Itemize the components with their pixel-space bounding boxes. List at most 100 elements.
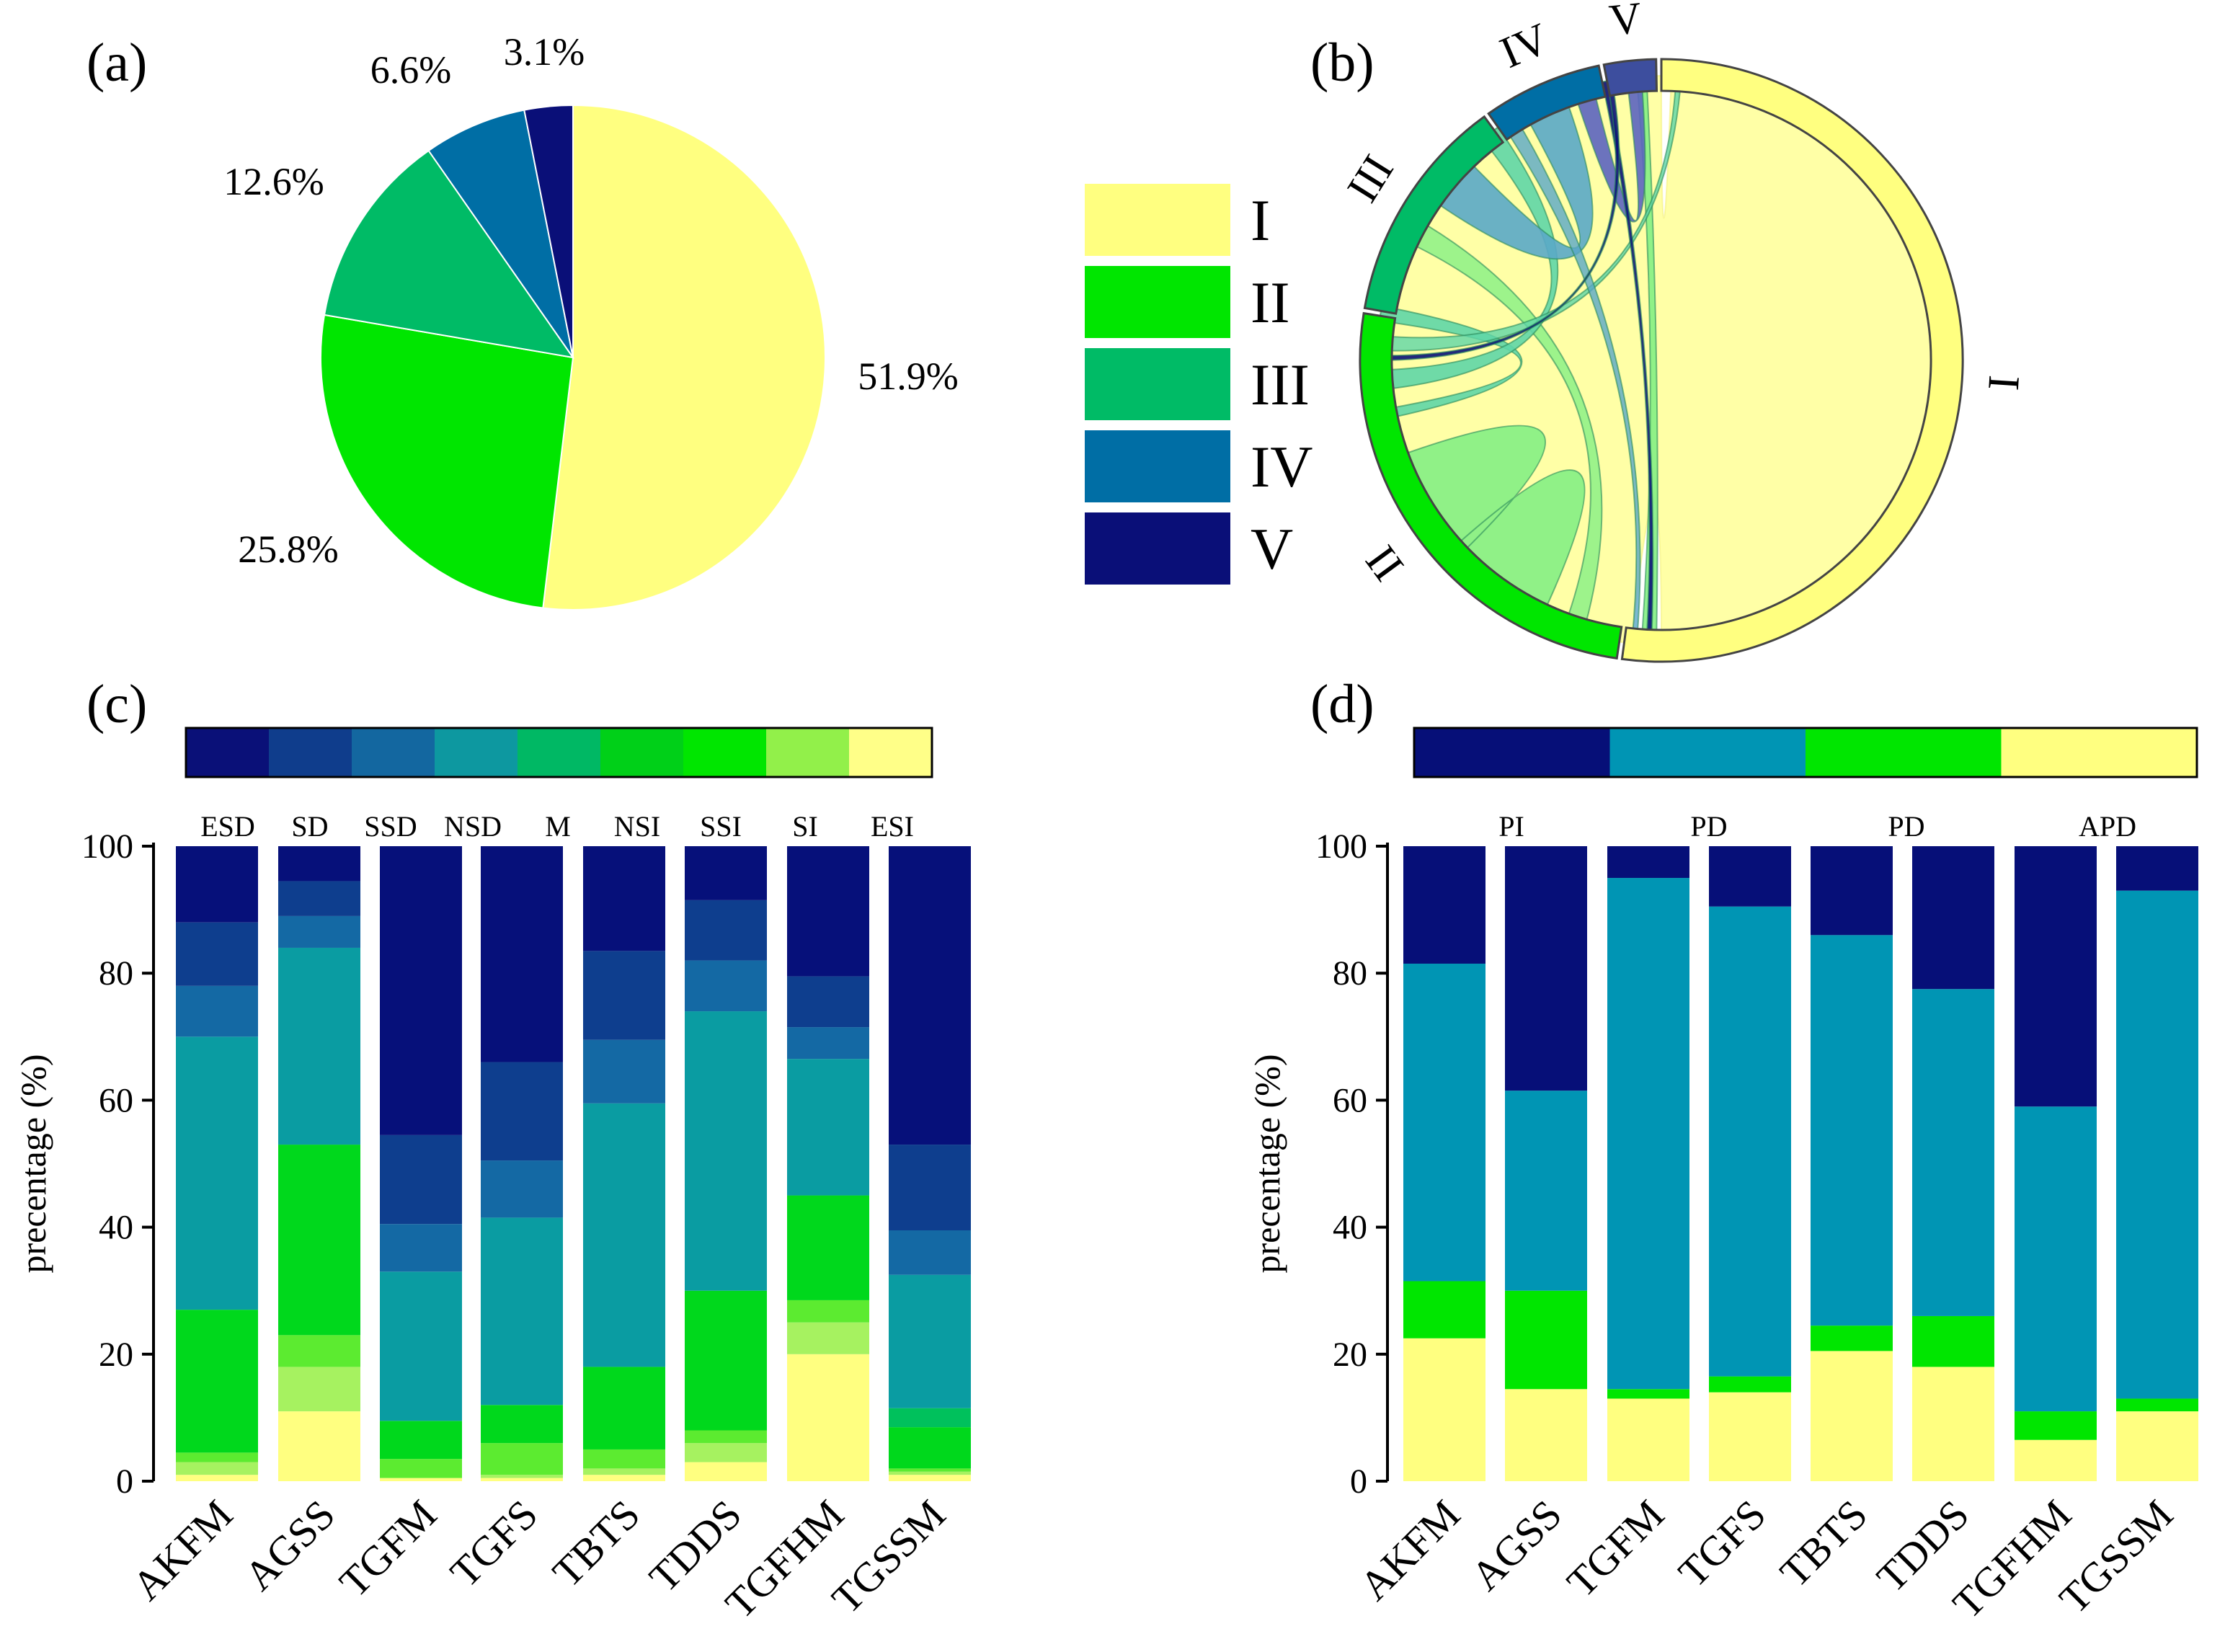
chord-arc-V [1602, 58, 1658, 97]
colorbar-d-class-label: PD [1888, 810, 1924, 843]
c-ytick-label: 60 [99, 1081, 133, 1119]
d-bar-AKFM-APD [1403, 1338, 1485, 1481]
stacked-bar-chart-c: AKFMAGSSTGFMTGFSTBTSTDDSTGFHMTGSSM020406… [13, 827, 971, 1627]
d-bar-TDDS-PI [1912, 846, 1994, 990]
c-bar-TBTS-SSI [583, 1449, 665, 1469]
c-bar-TGSSM-SSD [889, 1230, 971, 1275]
c-bar-TGFHM-SSI [787, 1300, 869, 1323]
colorbar-c-swatch [269, 728, 352, 777]
c-bar-TBTS-ESD [583, 846, 665, 951]
d-bar-TBTS-PDdecrease [1811, 935, 1893, 1326]
panel-d-label: (d) [1310, 674, 1374, 734]
d-ytick-label: 40 [1333, 1209, 1367, 1247]
c-bar-AKFM-SSD [176, 985, 258, 1037]
legend-swatch-II [1085, 266, 1230, 338]
colorbar-c-class-label: SSD [364, 810, 417, 843]
colorbar-c-class-label: NSD [444, 810, 502, 843]
legend-label-I: I [1251, 187, 1270, 253]
panel-d: (d) PI PD PD APD AKFMAGSSTGFMTGFSTBTSTDDSTG… [1247, 674, 2198, 1627]
c-bar-TGSSM-NSI [889, 1427, 971, 1469]
c-bar-TGFHM-SI [787, 1322, 869, 1354]
c-xtick-TGSSM: TGSSM [822, 1491, 954, 1622]
colorbar-d-class-label: PI [1498, 810, 1524, 843]
c-bar-TGSSM-ESD [889, 846, 971, 1145]
d-bar-AKFM-PDdecrease [1403, 963, 1485, 1282]
c-bar-TDDS-NSI [685, 1290, 767, 1431]
c-bar-TGFS-NSI [481, 1405, 563, 1444]
pie-slice-III [323, 149, 575, 359]
colorbar-c-class-label: SD [291, 810, 328, 843]
c-bar-TGFS-SSI [481, 1443, 563, 1475]
d-bar-TGSSM-APD [2116, 1411, 2198, 1481]
c-bar-TGSSM-M [889, 1408, 971, 1428]
panel-c-label: (c) [86, 674, 147, 734]
d-bar-TGFHM-PDdecrease [2015, 1106, 2097, 1412]
colorbar-c-swatch [600, 728, 684, 777]
stacked-bar-chart-d: AKFMAGSSTGFMTGFSTBTSTDDSTGFHMTGSSM020406… [1247, 827, 2198, 1627]
pie-label-IV: 6.6% [370, 48, 451, 92]
colorbar-d-swatch [1609, 728, 1806, 777]
c-bar-TDDS-ESI [685, 1462, 767, 1481]
colorbar-c-class-label: NSI [614, 810, 660, 843]
chord-arc-IV [1487, 64, 1607, 141]
panel-b-label: (b) [1310, 32, 1374, 93]
c-bar-TGFM-NSD [380, 1271, 462, 1421]
colorbar-c-class-label: M [545, 810, 571, 843]
chord-label-IV: IV [1493, 14, 1556, 78]
d-bar-TDDS-PDincrease [1912, 1315, 1994, 1367]
c-bar-TGSSM-ESI [889, 1475, 971, 1481]
d-bar-TGFS-APD [1709, 1392, 1791, 1481]
panel-a-label: (a) [86, 32, 147, 93]
c-bar-TGFHM-SSD [787, 1027, 869, 1060]
c-ytick-label: 40 [99, 1209, 133, 1247]
colorbar-c-class-label: ESD [200, 810, 255, 843]
d-bar-TGFS-PDdecrease [1709, 906, 1791, 1377]
panel-a: (a) 51.9% 25.8% 12.6% 6.6% 3.1% [86, 30, 959, 610]
colorbar-d-frame [1413, 727, 2198, 778]
d-bar-AGSS-PDdecrease [1505, 1091, 1587, 1291]
c-xtick-AKFM: AKFM [123, 1491, 241, 1609]
c-bar-AGSS-SI [278, 1367, 360, 1412]
colorbar-d-swatch [1414, 728, 1610, 777]
c-bar-AKFM-ESD [176, 846, 258, 923]
c-bar-TGFS-SI [481, 1475, 563, 1478]
panel-c: (c) ESD SD SSD NSD M NSI SSI SI ESI AKFMAGSSTGFM… [13, 674, 971, 1627]
c-bar-TDDS-NSD [685, 1011, 767, 1291]
c-bar-TGSSM-SI [889, 1471, 971, 1475]
chord-arc-II [1359, 311, 1623, 660]
c-bar-TDDS-SSD [685, 960, 767, 1012]
legend-swatch-I [1085, 184, 1230, 256]
legend-label-II: II [1251, 270, 1290, 335]
chord-arc-III [1363, 115, 1505, 315]
pie-label-II: 25.8% [238, 528, 338, 571]
pie-label-V: 3.1% [504, 30, 585, 74]
d-xtick-AGSS: AGSS [1462, 1491, 1571, 1599]
colorbar-c-swatch [518, 728, 601, 777]
c-bar-TGFS-SD [481, 1062, 563, 1161]
c-bar-TGFM-ESI [380, 1478, 462, 1481]
d-xtick-TGSSM: TGSSM [2050, 1491, 2182, 1622]
c-ytick-label: 0 [116, 1462, 133, 1501]
c-bar-TBTS-NSD [583, 1103, 665, 1367]
chord-label-I: I [1978, 374, 2028, 392]
legend-label-V: V [1251, 516, 1293, 582]
c-bar-AKFM-SSI [176, 1452, 258, 1462]
c-bar-AKFM-NSI [176, 1310, 258, 1453]
d-xtick-TBTS: TBTS [1771, 1491, 1876, 1596]
colorbar-c-swatch [435, 728, 518, 777]
c-bar-TBTS-SSD [583, 1039, 665, 1103]
c-bar-TBTS-NSI [583, 1367, 665, 1449]
c-bar-AGSS-NSI [278, 1145, 360, 1336]
d-ytick-label: 100 [1315, 827, 1367, 866]
d-ytick-label: 0 [1350, 1462, 1367, 1501]
d-bar-TGFS-PDincrease [1709, 1376, 1791, 1393]
c-ytick-label: 20 [99, 1336, 133, 1374]
d-bar-TBTS-PI [1811, 846, 1893, 936]
d-bar-TGFS-PI [1709, 846, 1791, 907]
d-bar-AGSS-PDincrease [1505, 1290, 1587, 1390]
d-bar-TGSSM-PDincrease [2116, 1398, 2198, 1412]
d-bar-TGSSM-PDdecrease [2116, 890, 2198, 1399]
